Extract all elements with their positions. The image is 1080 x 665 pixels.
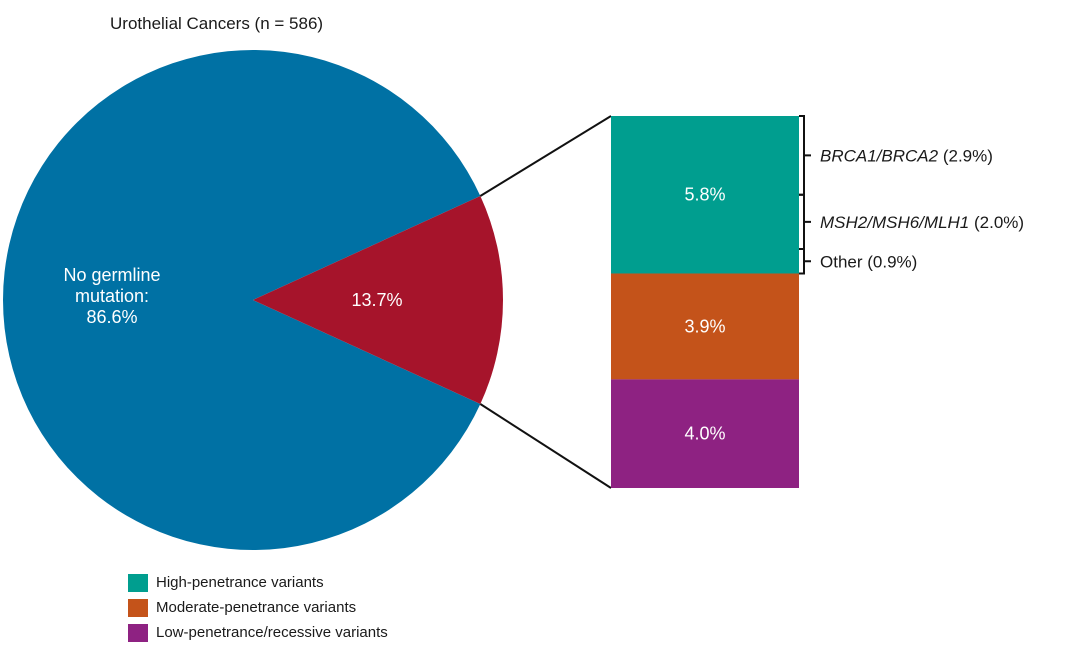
- legend-item-2: Low-penetrance/recessive variants: [128, 621, 388, 644]
- legend-swatch-1: [128, 598, 148, 617]
- legend-item-0: High-penetrance variants: [128, 571, 388, 594]
- bracket-gene-2: Other: [820, 252, 863, 271]
- legend-label-0: High-penetrance variants: [156, 574, 324, 591]
- bar-segment-label-1: 3.9%: [684, 316, 725, 336]
- pie-label-no-germline-2: 86.6%: [86, 307, 137, 327]
- bar-segment-0: [611, 116, 799, 274]
- bracket-2: [799, 248, 811, 275]
- bar-segment-2: [611, 379, 799, 488]
- bracket-pct-2: (0.9%): [863, 252, 918, 271]
- chart-title: Urothelial Cancers (n = 586): [110, 14, 324, 33]
- legend: High-penetrance variants Moderate-penetra…: [128, 571, 388, 646]
- legend-label-2: Low-penetrance/recessive variants: [156, 624, 388, 641]
- connector-line-top: [479, 115, 612, 197]
- bracket-pct-1: (2.0%): [969, 213, 1024, 232]
- bracket-gene-0: BRCA1/BRCA2: [820, 146, 939, 165]
- bar-segment-label-0: 5.8%: [684, 185, 725, 205]
- legend-swatch-2: [128, 623, 148, 642]
- legend-item-1: Moderate-penetrance variants: [128, 596, 388, 619]
- pie-label-germline: 13.7%: [351, 290, 402, 310]
- bracket-label-1: MSH2/MSH6/MLH1 (2.0%): [820, 213, 1024, 232]
- pie-slice-no-germline-mutation: [3, 49, 481, 550]
- connector-line-bottom: [479, 403, 612, 489]
- pie-label-no-germline-0: No germline: [63, 265, 160, 285]
- bar-segment-label-2: 4.0%: [684, 424, 725, 444]
- bracket-0: [799, 115, 811, 196]
- bracket-label-0: BRCA1/BRCA2 (2.9%): [820, 146, 993, 165]
- bracket-1: [799, 193, 811, 251]
- bracket-label-2: Other (0.9%): [820, 252, 917, 271]
- bracket-gene-1: MSH2/MSH6/MLH1: [820, 213, 969, 232]
- legend-swatch-0: [128, 573, 148, 592]
- pie-slice-germline-mutation: [253, 195, 503, 405]
- bracket-pct-0: (2.9%): [938, 146, 993, 165]
- pie-label-no-germline-1: mutation:: [75, 286, 149, 306]
- legend-label-1: Moderate-penetrance variants: [156, 599, 357, 616]
- bar-segment-1: [611, 273, 799, 380]
